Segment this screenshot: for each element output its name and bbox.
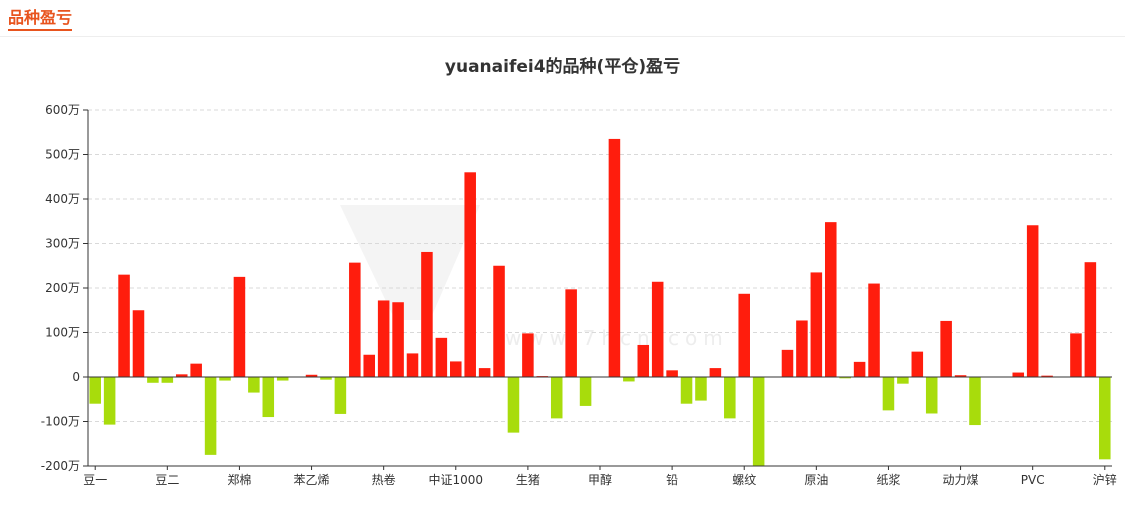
bar[interactable]: [363, 354, 376, 377]
x-tick-label: 甲醇: [588, 472, 612, 487]
y-tick-label: 100万: [45, 326, 80, 340]
bar[interactable]: [276, 377, 289, 381]
x-tick-label: 豆一: [83, 473, 107, 487]
x-tick-label: 郑棉: [227, 472, 251, 487]
bar[interactable]: [248, 377, 260, 393]
bar[interactable]: [1012, 372, 1025, 377]
x-axis: 豆一 豆二 郑棉 苯乙烯 热卷 中证1000 生猪 甲醇 铅 螺纹 原油 纸浆 动力煤 PVC 沪锌: [83, 376, 1117, 487]
x-tick-label: 豆二: [155, 473, 179, 487]
bar[interactable]: [1084, 262, 1097, 377]
bar[interactable]: [464, 172, 476, 377]
bar[interactable]: [89, 377, 101, 404]
bar[interactable]: [810, 272, 823, 377]
bar[interactable]: [897, 377, 909, 384]
bar[interactable]: [796, 320, 808, 377]
bar[interactable]: [1099, 377, 1111, 460]
x-tick-label: PVC: [1021, 473, 1045, 487]
bar[interactable]: [450, 361, 462, 377]
bar[interactable]: [493, 265, 505, 377]
bar[interactable]: [579, 377, 592, 406]
bar[interactable]: [853, 361, 866, 377]
bar[interactable]: [262, 377, 275, 418]
bar[interactable]: [1041, 375, 1053, 377]
bar[interactable]: [954, 375, 967, 377]
bar[interactable]: [1070, 333, 1082, 377]
bar[interactable]: [969, 377, 981, 426]
bar[interactable]: [435, 337, 448, 377]
bar[interactable]: [406, 353, 419, 377]
y-tick-label: -100万: [41, 415, 80, 429]
bar[interactable]: [478, 368, 491, 377]
x-tick-label: 原油: [804, 473, 828, 487]
bar[interactable]: [824, 222, 837, 377]
bar[interactable]: [637, 344, 650, 377]
x-tick-label: 生猪: [516, 473, 540, 487]
x-tick-label: 纸浆: [876, 472, 900, 487]
bar[interactable]: [349, 262, 361, 377]
bar[interactable]: [882, 377, 895, 411]
x-tick-label: 螺纹: [732, 473, 756, 487]
bar[interactable]: [305, 374, 318, 377]
bar[interactable]: [1026, 225, 1039, 377]
bar[interactable]: [623, 377, 635, 382]
bar[interactable]: [550, 377, 563, 419]
bar[interactable]: [507, 377, 520, 433]
bar[interactable]: [522, 333, 534, 377]
bar[interactable]: [781, 349, 794, 377]
bar[interactable]: [334, 377, 347, 414]
bar[interactable]: [219, 377, 231, 381]
x-tick-label: 苯乙烯: [294, 473, 330, 487]
y-tick-label: 600万: [45, 103, 80, 117]
bar[interactable]: [132, 310, 145, 377]
bar[interactable]: [320, 377, 332, 380]
bar[interactable]: [377, 300, 390, 377]
y-tick-label: 500万: [45, 148, 80, 162]
bar[interactable]: [204, 377, 217, 455]
y-tick-label: -200万: [41, 459, 80, 473]
bar[interactable]: [608, 138, 621, 377]
bar[interactable]: [752, 377, 765, 466]
bar[interactable]: [161, 377, 174, 383]
bar[interactable]: [190, 363, 202, 377]
bar[interactable]: [940, 320, 952, 377]
bar[interactable]: [233, 276, 246, 377]
y-axis: 600万 500万 400万 300万 200万 100万 0 -100万 -200万: [41, 103, 89, 473]
y-tick-label: 0: [72, 370, 80, 384]
y-tick-label: 200万: [45, 281, 80, 295]
bar[interactable]: [666, 370, 678, 377]
bar[interactable]: [651, 281, 664, 377]
bar[interactable]: [709, 368, 722, 377]
x-tick-label: 中证1000: [429, 472, 484, 487]
chart-title: yuanaifei4的品种(平仓)盈亏: [444, 57, 681, 77]
bar[interactable]: [421, 251, 433, 377]
x-tick-label: 热卷: [372, 472, 396, 487]
bars: [89, 138, 1111, 466]
section-title: 品种盈亏: [8, 9, 73, 31]
bar[interactable]: [839, 377, 851, 379]
bar[interactable]: [147, 377, 159, 383]
bar[interactable]: [392, 302, 404, 377]
bar[interactable]: [868, 283, 880, 377]
x-tick-label: 动力煤: [943, 473, 979, 487]
x-tick-label: 铅: [666, 473, 678, 487]
bar[interactable]: [565, 289, 577, 377]
bar[interactable]: [103, 377, 116, 425]
section-header: 品种盈亏: [0, 0, 1125, 37]
bar[interactable]: [738, 293, 750, 377]
bar[interactable]: [724, 377, 736, 419]
bar[interactable]: [680, 377, 693, 404]
x-tick-label: 沪锌: [1093, 473, 1117, 487]
y-tick-label: 400万: [45, 192, 80, 206]
bar[interactable]: [925, 377, 938, 414]
bar[interactable]: [175, 374, 188, 377]
bar[interactable]: [118, 274, 130, 377]
bar[interactable]: [911, 351, 924, 377]
bar[interactable]: [695, 377, 707, 401]
y-tick-label: 300万: [45, 237, 80, 251]
